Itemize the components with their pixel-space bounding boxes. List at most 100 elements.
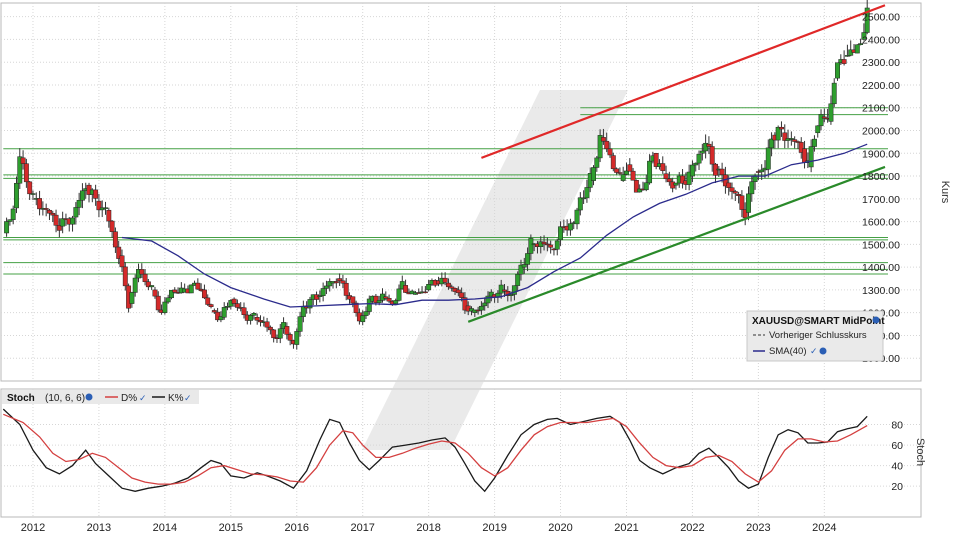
legend-d-check-icon[interactable]: ✓ — [139, 393, 147, 403]
candle-body — [798, 142, 804, 153]
stoch-title: Stoch — [7, 393, 35, 404]
candle-body — [666, 178, 672, 183]
candle-body — [149, 285, 155, 288]
stoch-settings-icon[interactable] — [85, 393, 93, 401]
candle-body — [165, 297, 171, 303]
x-tick-label: 2017 — [350, 522, 374, 534]
candle-body — [231, 298, 237, 304]
candle-body — [142, 273, 148, 283]
candle-body — [56, 225, 62, 231]
candle-body — [726, 182, 732, 188]
candle-body — [287, 334, 293, 341]
candle-body — [251, 313, 257, 316]
candle-body — [307, 299, 313, 309]
candle-body — [643, 182, 649, 191]
candle-body — [79, 190, 85, 201]
candle-body — [340, 280, 346, 284]
candle-body — [739, 195, 745, 210]
candles — [4, 0, 870, 350]
candle-body — [119, 255, 125, 268]
x-tick-label: 2012 — [21, 522, 45, 534]
stoch-grid — [1, 389, 921, 517]
candle-body — [765, 147, 771, 170]
candle-body — [584, 187, 590, 199]
candle-body — [109, 220, 115, 232]
candle-body — [811, 138, 817, 147]
candle-body — [225, 306, 230, 308]
stoch-tick-label: 80 — [891, 420, 903, 432]
sma-group — [121, 143, 868, 308]
candle-body — [835, 62, 840, 79]
candle-body — [60, 218, 66, 227]
legend-k-check-icon[interactable]: ✓ — [184, 393, 192, 403]
candle-body — [627, 164, 633, 172]
stoch-tick-label: 60 — [891, 440, 903, 452]
stoch-tick-label: 20 — [891, 481, 903, 493]
candle-body — [779, 126, 784, 130]
candle-body — [455, 289, 461, 294]
candle-body — [271, 329, 277, 339]
candle-body — [459, 292, 465, 298]
candle-body — [864, 7, 870, 33]
x-tick-label: 2024 — [812, 522, 836, 534]
candle-body — [205, 297, 211, 305]
support-trendline — [467, 165, 886, 323]
candle-body — [122, 266, 128, 287]
candle-body — [30, 193, 36, 195]
resistance-trendline — [481, 4, 886, 159]
legend-sma-check-icon[interactable]: ✓ — [810, 346, 818, 356]
candle-body — [485, 295, 491, 304]
x-tick-label: 2023 — [746, 522, 770, 534]
candle-body — [515, 273, 521, 286]
candle-body — [624, 170, 629, 175]
candle-body — [363, 311, 369, 316]
candle-body — [248, 315, 254, 321]
candle-body — [93, 189, 99, 199]
stoch-tick-label: 40 — [891, 461, 903, 473]
x-tick-label: 2019 — [482, 522, 506, 534]
candle-body — [528, 238, 534, 254]
candle-body — [502, 289, 507, 292]
candle-body — [215, 311, 221, 321]
candle-body — [195, 282, 201, 290]
candle-body — [47, 209, 52, 214]
candle-body — [614, 168, 620, 173]
candle-body — [37, 198, 43, 210]
legend-title-icon[interactable] — [872, 316, 880, 324]
candle-body — [360, 315, 366, 323]
candle-body — [396, 288, 402, 301]
stoch-header: Stoch (10, 6, 6) D% ✓ K% ✓ — [2, 390, 199, 404]
candle-body — [844, 55, 850, 57]
candle-body — [373, 295, 379, 303]
candle-body — [782, 132, 788, 141]
candle-body — [17, 156, 23, 184]
legend-sma-settings-icon[interactable] — [819, 347, 827, 355]
candle-body — [50, 212, 56, 216]
candle-body — [277, 328, 283, 339]
candle-body — [488, 291, 494, 297]
candle-body — [169, 289, 174, 299]
candle-body — [544, 243, 550, 246]
candle-body — [617, 172, 623, 174]
price-tick-label: 2000.00 — [862, 126, 900, 138]
price-tick-label: 2500.00 — [862, 12, 900, 24]
candle-body — [366, 298, 372, 312]
candle-body — [746, 193, 751, 213]
candle-body — [70, 217, 75, 225]
candle-body — [696, 153, 702, 164]
candle-body — [732, 191, 738, 194]
stoch-line-d — [3, 413, 868, 485]
candle-body — [350, 296, 356, 304]
candle-body — [538, 241, 544, 247]
candle-body — [554, 240, 560, 250]
candle-body — [854, 44, 860, 54]
candle-body — [297, 316, 303, 332]
candle-body — [482, 302, 488, 307]
candle-body — [736, 194, 742, 196]
legend-sma: SMA(40) — [769, 346, 806, 357]
x-tick-label: 2013 — [87, 522, 111, 534]
legend-k-label: K% — [168, 393, 184, 404]
candle-body — [403, 285, 409, 293]
candle-body — [699, 150, 705, 154]
stoch-params: (10, 6, 6) — [45, 393, 85, 404]
